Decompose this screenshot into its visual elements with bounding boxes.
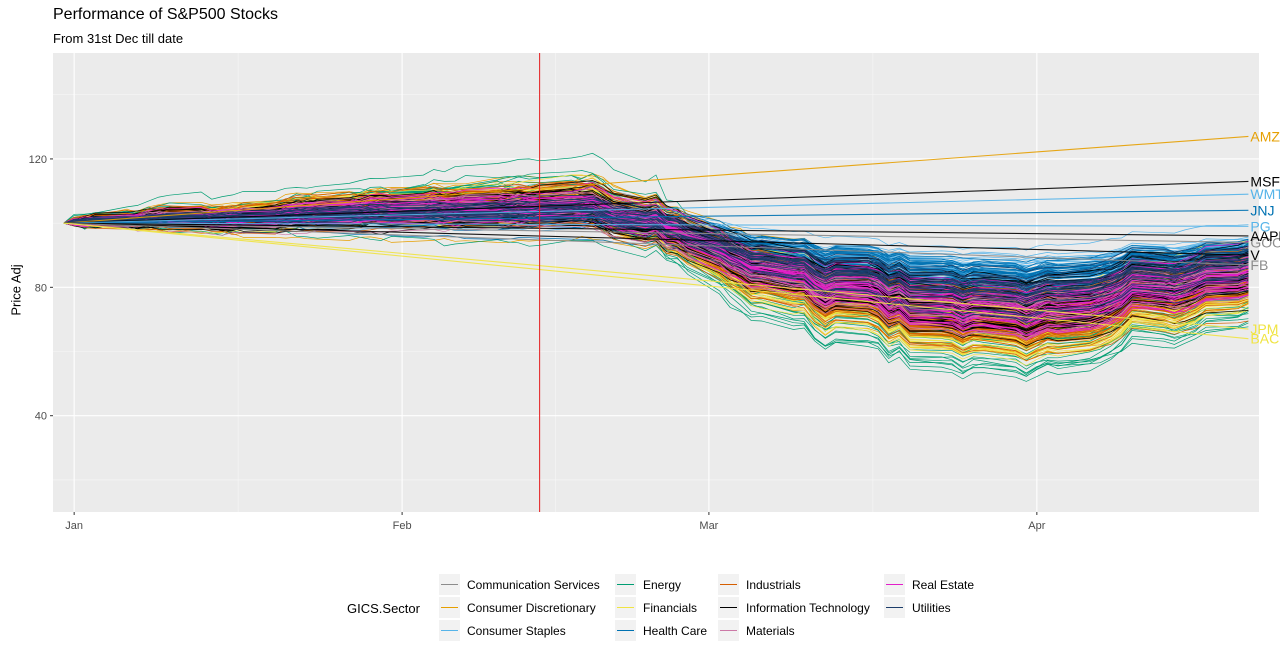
y-tick-label: 80 [35, 282, 47, 294]
legend-key [718, 620, 739, 641]
legend-key [718, 597, 739, 618]
stock-line [63, 221, 1249, 336]
legend-key [884, 574, 905, 595]
labeled-series-line [63, 180, 1249, 224]
stock-line [63, 208, 1249, 340]
stock-line [63, 195, 1249, 301]
labeled-series-line [63, 222, 1249, 330]
labeled-series-line [63, 222, 1249, 340]
labeled-series-line [63, 222, 1249, 266]
series-label: FB [1250, 257, 1268, 273]
legend-label: Financials [643, 601, 698, 615]
series-label: AAPL [1250, 228, 1280, 244]
legend-label: Real Estate [912, 578, 975, 592]
series-label: AMZN [1250, 128, 1280, 144]
x-tick-label: Apr [1028, 520, 1045, 532]
legend-key [615, 597, 636, 618]
legend-label: Communication Services [467, 578, 600, 592]
legend-key [615, 620, 636, 641]
legend-key [439, 574, 460, 595]
legend-label: Utilities [912, 601, 951, 615]
labeled-series-line [63, 222, 1249, 227]
legend-key [884, 597, 905, 618]
legend-key [439, 597, 460, 618]
series-label: BAC [1250, 331, 1279, 347]
legend-key [615, 574, 636, 595]
labeled-series-line [63, 209, 1249, 224]
y-tick-label: 120 [29, 154, 47, 166]
x-tick-label: Mar [699, 520, 718, 532]
labeled-series-line [63, 222, 1249, 243]
x-tick-label: Jan [65, 520, 83, 532]
legend-label: Health Care [643, 624, 708, 638]
legend-label: Consumer Discretionary [467, 601, 596, 615]
chart-title: Performance of S&P500 Stocks [53, 6, 278, 23]
legend-title: GICS.Sector [347, 601, 420, 616]
series-label: JPM [1250, 321, 1278, 337]
stock-line [63, 200, 1249, 303]
legend-key [718, 574, 739, 595]
series-label: MSFT [1250, 173, 1280, 189]
legend-label: Materials [746, 624, 795, 638]
labeled-series-line [63, 135, 1249, 224]
labeled-series-line [63, 222, 1249, 237]
series-label: WMT [1250, 186, 1280, 202]
series-label: PG [1250, 218, 1270, 234]
series-label: GOOGL [1250, 234, 1280, 250]
legend-label: Energy [643, 578, 682, 592]
chart-subtitle: From 31st Dec till date [53, 31, 184, 46]
series-label: V [1250, 247, 1260, 263]
series-label: JNJ [1250, 202, 1274, 218]
legend-label: Consumer Staples [467, 624, 566, 638]
x-tick-label: Feb [393, 520, 412, 532]
legend-key [439, 620, 460, 641]
labeled-series-line [63, 222, 1249, 256]
legend-label: Industrials [746, 578, 801, 592]
stock-line [63, 213, 1249, 291]
y-tick-label: 40 [35, 411, 47, 423]
legend-label: Information Technology [746, 601, 870, 615]
labeled-series-line [63, 193, 1249, 224]
